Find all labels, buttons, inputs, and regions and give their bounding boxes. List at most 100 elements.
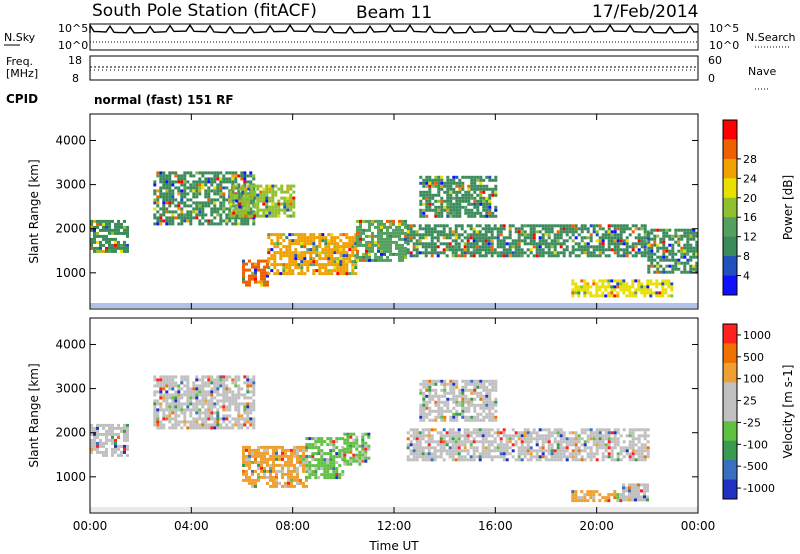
data-cell [425,385,429,389]
data-cell [329,449,333,453]
data-cell [547,440,551,444]
data-cell [689,255,693,259]
data-cell [553,254,557,258]
data-cell [562,437,566,441]
data-cell [580,458,584,462]
data-cell [457,449,461,453]
data-cell [281,463,284,467]
data-cell [607,434,611,438]
data-cell [613,227,617,231]
data-cell [580,431,584,435]
data-cell [431,193,435,197]
data-cell [207,405,211,409]
data-cell [404,219,407,223]
data-cell [466,233,470,237]
data-cell [265,202,269,206]
y-axis-label: Slant Range [km] [27,363,41,467]
data-cell [479,403,483,407]
data-cell [523,434,527,438]
data-cell [323,470,327,474]
data-cell [234,399,238,403]
data-cell [162,174,166,178]
data-cell [284,463,287,467]
data-cell [291,272,295,276]
data-cell [126,423,129,427]
data-cell [269,469,272,473]
data-cell [532,455,536,459]
data-cell [677,267,681,271]
data-cell [440,187,444,191]
data-cell [123,423,126,427]
data-cell [244,196,248,200]
data-cell [434,181,438,185]
data-cell [616,452,620,456]
data-cell [207,375,211,379]
data-cell [655,294,659,298]
data-cell [437,406,441,410]
data-cell [589,233,593,237]
data-cell [362,255,365,259]
data-cell [243,381,247,385]
data-cell [454,230,458,234]
data-cell [595,458,599,462]
data-cell [674,261,678,265]
data-cell [348,248,352,252]
data-cell [195,180,199,184]
colorbar-swatch [723,324,737,344]
data-cell [488,193,492,197]
data-cell [671,267,675,271]
data-cell [424,230,428,234]
data-cell [237,195,241,199]
data-cell [228,426,232,430]
data-cell [342,272,346,276]
data-cell [470,382,474,386]
data-cell [219,171,223,175]
colorbar-tick-label: 100 [743,373,764,386]
data-cell [198,402,202,406]
data-cell [263,466,266,470]
data-cell [488,388,492,392]
data-cell [210,207,214,211]
data-cell [634,294,638,298]
data-cell [222,180,226,184]
data-cell [238,208,242,212]
data-cell [628,489,631,493]
data-cell [433,224,437,228]
data-cell [389,222,392,226]
data-cell [631,431,635,435]
data-cell [305,478,308,482]
data-cell [520,248,524,252]
data-cell [165,186,169,190]
data-cell [174,399,178,403]
data-cell [389,237,392,241]
data-cell [210,393,214,397]
data-cell [354,245,358,249]
data-cell [171,189,175,193]
data-cell [354,239,358,243]
data-cell [269,454,272,458]
data-cell [442,446,446,450]
y-axis-label: Slant Range [km] [27,159,41,263]
data-cell [156,414,160,418]
data-cell [180,213,184,217]
data-cell [448,227,452,231]
data-cell [303,239,307,243]
data-cell [428,175,432,179]
data-cell [604,449,608,453]
data-cell [532,239,536,243]
data-cell [168,402,172,406]
data-cell [159,207,163,211]
data-cell [232,196,236,200]
data-cell [195,417,199,421]
data-cell [204,189,208,193]
data-cell [479,184,483,188]
data-cell [650,249,654,253]
data-cell [424,452,428,456]
data-cell [195,195,199,199]
data-cell [198,411,202,415]
data-cell [598,242,602,246]
data-cell [183,375,187,379]
data-cell [228,405,232,409]
data-cell [289,202,293,206]
data-cell [241,187,245,191]
